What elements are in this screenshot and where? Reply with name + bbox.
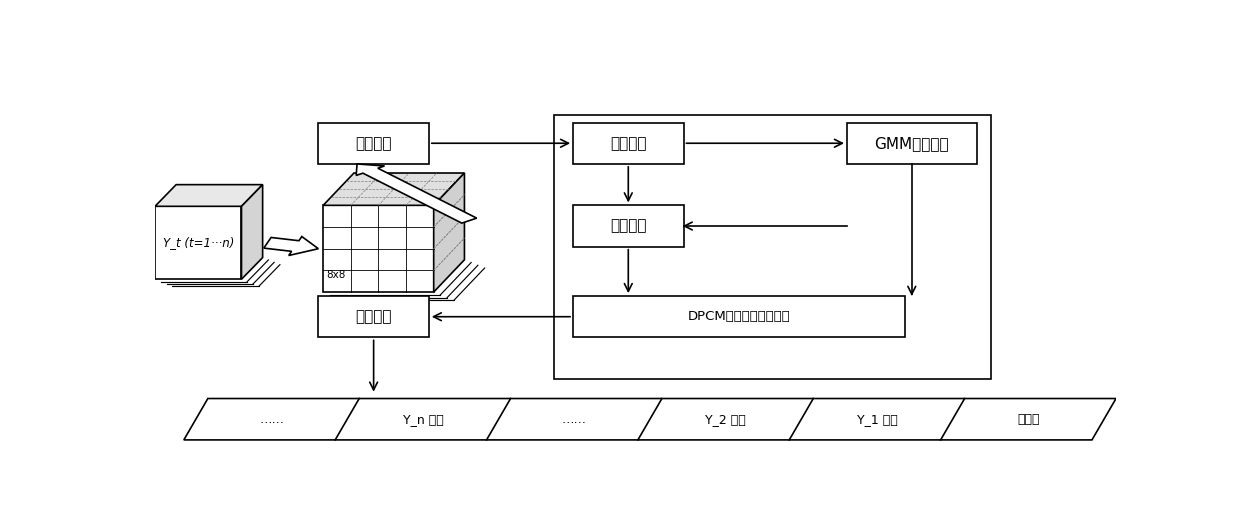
Bar xyxy=(573,205,683,247)
Bar xyxy=(573,296,905,337)
Text: DPCM差分编码与熵编码: DPCM差分编码与熵编码 xyxy=(687,310,790,323)
Bar xyxy=(847,122,977,164)
Text: ……: …… xyxy=(562,413,587,425)
Polygon shape xyxy=(324,173,465,205)
Text: Y_2 码流: Y_2 码流 xyxy=(706,413,746,425)
Polygon shape xyxy=(155,185,263,206)
Polygon shape xyxy=(264,237,319,255)
Text: Y_n 码流: Y_n 码流 xyxy=(403,413,443,425)
Polygon shape xyxy=(155,206,242,279)
Polygon shape xyxy=(324,205,434,292)
Text: 图像分块: 图像分块 xyxy=(356,136,392,151)
Text: 标量量化: 标量量化 xyxy=(610,219,646,233)
Polygon shape xyxy=(434,173,465,292)
Polygon shape xyxy=(356,164,476,223)
Bar xyxy=(319,122,429,164)
Polygon shape xyxy=(242,185,263,279)
Bar xyxy=(554,115,991,379)
Text: GMM压缩算法: GMM压缩算法 xyxy=(874,136,949,151)
Bar xyxy=(573,122,683,164)
Text: ……: …… xyxy=(259,413,284,425)
Text: 头信息: 头信息 xyxy=(1017,413,1039,425)
Text: Y_t (t=1···n): Y_t (t=1···n) xyxy=(162,237,234,249)
Text: 8x8: 8x8 xyxy=(326,270,346,280)
Bar xyxy=(319,296,429,337)
Text: 码流合并: 码流合并 xyxy=(356,309,392,324)
Polygon shape xyxy=(184,398,1116,440)
Text: 去均值化: 去均值化 xyxy=(610,136,646,151)
Text: Y_1 码流: Y_1 码流 xyxy=(857,413,898,425)
